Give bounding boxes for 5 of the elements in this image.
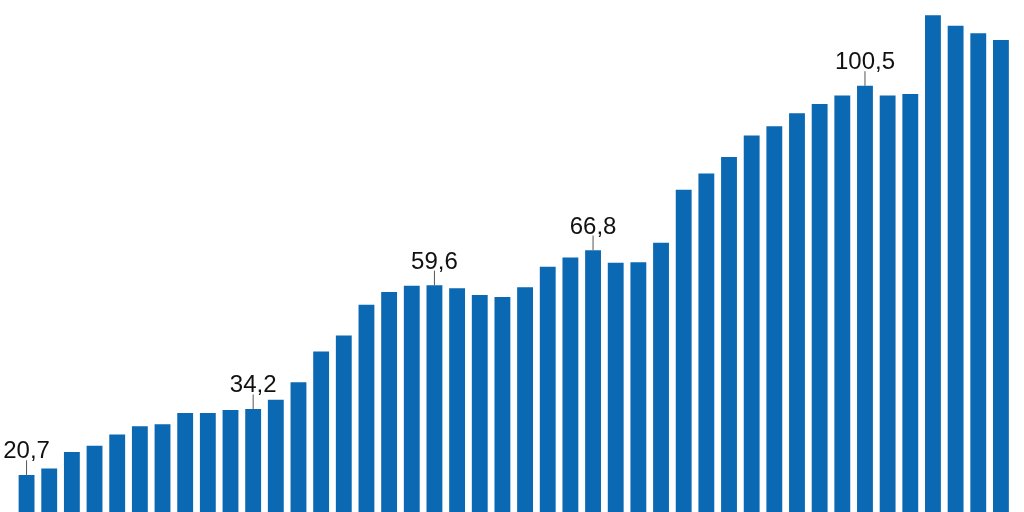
data-label: 100,5 xyxy=(834,47,896,75)
data-label: 34,2 xyxy=(229,370,277,398)
data-label: 66,8 xyxy=(569,211,617,239)
data-label: 59,6 xyxy=(411,246,458,274)
data-label: 20,7 xyxy=(3,436,50,464)
